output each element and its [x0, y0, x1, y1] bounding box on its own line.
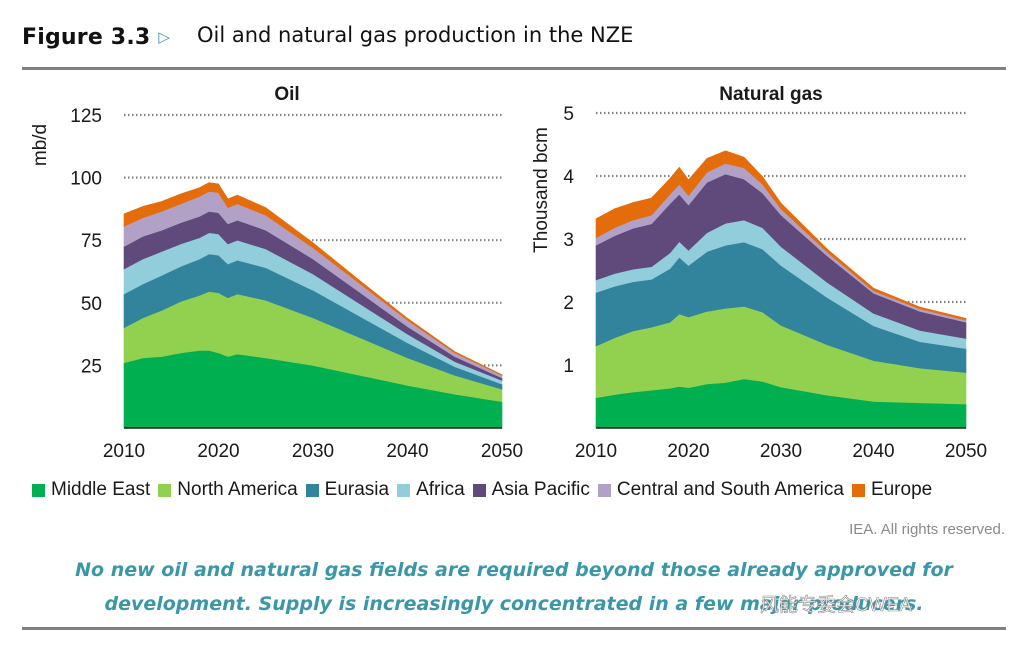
- y-axis-label: mb/d: [30, 124, 51, 166]
- x-tick-label: 2010: [103, 441, 145, 462]
- y-tick-label: 50: [81, 294, 102, 315]
- legend-swatch: [472, 483, 486, 497]
- x-tick-label: 2030: [292, 441, 334, 462]
- triangle-right-icon: ▷: [158, 29, 170, 46]
- legend-swatch: [32, 483, 45, 497]
- legend-item: North America: [158, 479, 298, 501]
- legend-item: Europe: [851, 479, 933, 501]
- legend-item: Africa: [397, 479, 465, 501]
- gas-chart: 1 2 3 4 5 2010 2020 2030 2040 2050 Natural gas Thou…: [531, 84, 987, 462]
- legend-swatch: [597, 483, 611, 497]
- legend-label: Africa: [416, 479, 465, 500]
- legend-swatch: [158, 483, 172, 497]
- y-tick-label: 2: [563, 293, 574, 314]
- x-tick-label: 2040: [386, 441, 428, 462]
- figure-number: Figure 3.3: [22, 24, 151, 50]
- legend-swatch: [305, 483, 319, 497]
- area-europe: [123, 182, 503, 376]
- legend: Middle East North America Eurasia Africa Asi…: [32, 479, 940, 501]
- legend-label: Middle East: [51, 479, 151, 500]
- legend-label: North America: [177, 479, 298, 500]
- bottom-divider: [22, 627, 1006, 630]
- y-tick-label: 25: [81, 356, 102, 377]
- y-tick-label: 3: [563, 230, 574, 251]
- top-divider: [22, 67, 1006, 70]
- x-tick-label: 2050: [945, 441, 987, 462]
- legend-label: Eurasia: [324, 479, 390, 500]
- legend-label: Europe: [870, 479, 933, 500]
- area-europe: [595, 150, 967, 321]
- y-tick-label: 5: [563, 104, 574, 125]
- figure-header: Figure 3.3 ▷: [22, 20, 170, 54]
- legend-item: Asia Pacific: [472, 479, 590, 501]
- y-tick-label: 125: [70, 106, 102, 127]
- legend-item: Eurasia: [305, 479, 390, 501]
- legend-label: Central and South America: [616, 479, 844, 500]
- y-tick-label: 1: [563, 356, 574, 377]
- x-tick-label: 2050: [481, 441, 523, 462]
- y-tick-label: 100: [70, 169, 102, 190]
- x-tick-label: 2040: [852, 441, 894, 462]
- legend-label: Asia Pacific: [491, 479, 590, 500]
- legend-swatch: [397, 483, 411, 497]
- y-tick-label: 4: [563, 167, 574, 188]
- x-tick-label: 2030: [760, 441, 802, 462]
- legend-item: Central and South America: [597, 479, 844, 501]
- figure-title: Oil and natural gas production in the NZ…: [197, 23, 634, 47]
- x-tick-label: 2020: [197, 441, 239, 462]
- chart-title: Natural gas: [719, 84, 822, 105]
- oil-chart: 25 50 75 100 125 2010 2020 2030 2040 2050 Oil mb/d: [30, 84, 523, 462]
- copyright-credit: IEA. All rights reserved.: [849, 521, 1005, 538]
- x-tick-label: 2010: [575, 441, 617, 462]
- x-tick-label: 2020: [667, 441, 709, 462]
- legend-item: Middle East: [32, 479, 150, 501]
- legend-swatch: [851, 483, 865, 497]
- y-axis-label: Thousand bcm: [531, 127, 552, 253]
- watermark: 风能专委会CWEA: [760, 595, 913, 617]
- figure-caption: No new oil and natural gas fields are re…: [75, 559, 953, 615]
- chart-title: Oil: [274, 84, 299, 105]
- y-tick-label: 75: [81, 231, 102, 252]
